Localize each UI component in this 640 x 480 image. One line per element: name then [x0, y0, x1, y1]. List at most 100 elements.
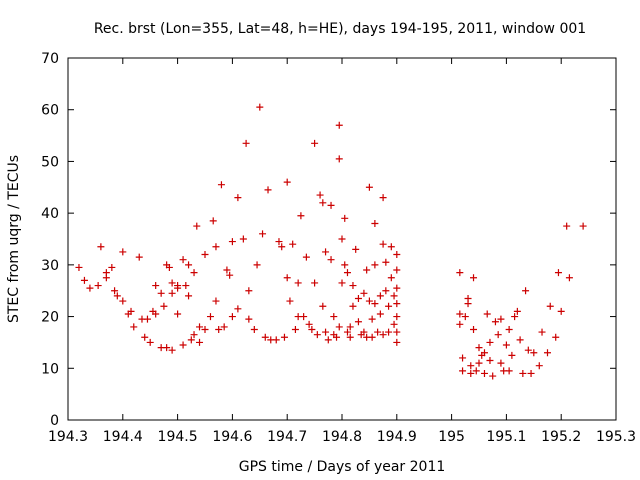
data-point — [486, 357, 494, 365]
data-point — [489, 372, 497, 380]
x-tick-label: 194.3 — [48, 429, 88, 445]
data-point — [160, 302, 168, 310]
data-point — [338, 279, 346, 287]
data-point — [311, 139, 319, 147]
data-point — [130, 323, 138, 331]
data-point — [376, 310, 384, 318]
y-tick-label: 20 — [41, 310, 59, 326]
data-point — [502, 341, 510, 349]
data-point — [174, 282, 182, 290]
data-point — [215, 326, 223, 333]
data-point — [168, 289, 176, 297]
data-point — [283, 274, 291, 282]
data-point — [335, 155, 343, 163]
data-point — [119, 297, 127, 305]
data-point — [544, 349, 551, 357]
data-point — [322, 248, 330, 256]
data-point — [335, 121, 343, 129]
x-tick-label: 194.8 — [322, 429, 362, 445]
data-point — [505, 367, 513, 375]
data-point — [152, 282, 160, 290]
data-point — [226, 271, 234, 279]
data-point — [491, 318, 499, 326]
data-point — [365, 297, 373, 305]
data-point — [163, 261, 171, 269]
data-point — [338, 235, 346, 243]
data-point — [475, 344, 483, 352]
data-point — [157, 289, 165, 297]
data-point — [486, 338, 494, 346]
data-point — [327, 201, 335, 209]
data-point — [319, 302, 327, 310]
data-point — [497, 359, 505, 367]
y-tick-label: 70 — [41, 51, 59, 67]
data-point — [354, 294, 362, 302]
data-point — [513, 307, 521, 315]
data-point — [374, 328, 382, 336]
data-point — [193, 222, 201, 230]
data-point — [308, 326, 316, 333]
data-point — [554, 269, 562, 277]
data-point — [286, 297, 294, 305]
data-point — [343, 328, 351, 336]
data-point — [220, 323, 228, 331]
data-point — [185, 261, 193, 269]
data-point — [234, 194, 242, 202]
data-point — [535, 362, 543, 370]
data-point — [182, 282, 190, 290]
data-point — [102, 274, 110, 282]
data-point — [524, 346, 532, 354]
data-point — [209, 217, 217, 225]
data-point — [376, 292, 384, 300]
y-tick-label: 30 — [41, 258, 59, 274]
data-point — [461, 313, 469, 321]
data-point — [346, 333, 354, 341]
data-point — [108, 263, 116, 271]
data-point — [333, 333, 341, 341]
data-point — [322, 328, 330, 336]
data-point — [196, 338, 204, 346]
data-point — [385, 302, 393, 310]
y-tick-label: 0 — [50, 413, 59, 429]
data-point — [393, 266, 401, 274]
data-point — [393, 313, 401, 321]
x-tick-label: 194.6 — [212, 429, 252, 445]
x-axis-label: GPS time / Days of year 2011 — [239, 459, 446, 475]
data-point — [382, 258, 390, 266]
data-point — [349, 282, 357, 290]
data-point — [467, 369, 475, 377]
data-point — [185, 292, 193, 300]
data-point — [168, 279, 176, 287]
data-point — [201, 251, 209, 259]
data-point — [365, 183, 373, 191]
data-point — [94, 282, 102, 290]
data-point — [379, 194, 387, 202]
data-point — [527, 369, 535, 377]
data-point — [228, 238, 236, 246]
data-point — [368, 333, 376, 341]
y-tick-label: 40 — [41, 206, 59, 222]
data-point — [319, 199, 327, 207]
data-point — [245, 315, 253, 323]
y-axis: 0 10 20 30 40 50 60 70 — [41, 51, 616, 429]
data-point — [522, 287, 530, 295]
data-point — [201, 326, 209, 333]
data-point — [217, 181, 225, 189]
data-point — [480, 349, 488, 357]
data-point — [349, 302, 357, 310]
data-point — [135, 253, 143, 261]
data-point — [341, 261, 349, 269]
y-tick-label: 10 — [41, 361, 59, 377]
data-point — [538, 328, 546, 336]
data-point — [371, 300, 379, 308]
x-tick-label: 194.9 — [377, 429, 417, 445]
data-point — [546, 302, 554, 310]
data-point — [259, 230, 267, 238]
data-point — [363, 266, 371, 274]
data-point — [390, 292, 398, 300]
x-tick-label: 195.3 — [596, 429, 636, 445]
data-point — [387, 274, 395, 282]
data-point — [467, 362, 475, 370]
data-point — [470, 326, 478, 333]
